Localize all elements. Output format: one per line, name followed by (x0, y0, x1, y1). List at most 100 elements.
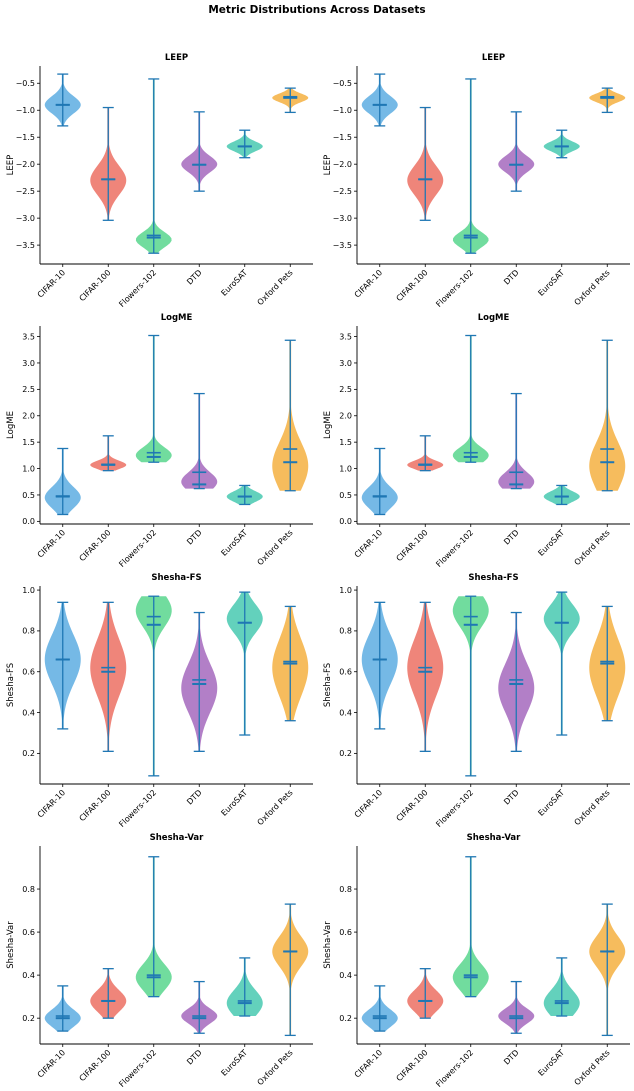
y-axis-label: LogME (323, 411, 333, 439)
x-tick-label: CIFAR-10 (36, 268, 68, 300)
x-tick-label: Oxford Pets (573, 788, 612, 827)
chart-title: Shesha-Var (467, 833, 522, 843)
y-axis-label: Shesha-FS (323, 663, 333, 707)
x-tick-label: DTD (502, 528, 521, 547)
y-tick-label: 1.0 (22, 464, 35, 473)
y-axis-label: Shesha-Var (6, 921, 16, 969)
x-tick-label: DTD (185, 268, 204, 287)
chart-title: LEEP (165, 53, 188, 63)
x-tick-label: EuroSAT (536, 1048, 566, 1078)
y-tick-label: 2.5 (339, 385, 352, 394)
y-tick-label: 0.8 (339, 885, 352, 894)
chart-panel-shesha-fs-left: Shesha-FS Shesha-FS 0.2 0.4 0.6 0.8 1.0 CIFAR-1… (6, 573, 313, 829)
x-tick-label: Oxford Pets (573, 1048, 612, 1087)
y-tick-label: −0.5 (333, 79, 352, 88)
x-tick-label: CIFAR-10 (36, 788, 68, 820)
x-tick-label: DTD (502, 788, 521, 807)
y-tick-label: 2.0 (22, 412, 35, 421)
x-tick-label: DTD (502, 1048, 521, 1067)
x-tick-label: Flowers-102 (434, 528, 475, 569)
x-tick-label: CIFAR-100 (395, 1048, 430, 1083)
x-tick-label: Flowers-102 (434, 1048, 475, 1089)
x-tick-label: CIFAR-10 (353, 268, 385, 300)
y-tick-label: 0.8 (22, 885, 35, 894)
y-tick-label: 1.0 (339, 464, 352, 473)
y-tick-label: 3.5 (22, 332, 35, 341)
y-tick-label: 0.4 (339, 971, 352, 980)
x-tick-label: Flowers-102 (434, 268, 475, 309)
y-axis-label: Shesha-Var (323, 921, 333, 969)
y-tick-label: −2.0 (16, 160, 35, 169)
x-tick-label: Oxford Pets (573, 268, 612, 307)
x-tick-label: CIFAR-100 (78, 268, 113, 303)
x-tick-label: DTD (185, 528, 204, 547)
x-tick-label: Flowers-102 (117, 268, 158, 309)
chart-title: LEEP (482, 53, 505, 63)
y-tick-label: 2.5 (22, 385, 35, 394)
y-tick-label: 1.0 (22, 586, 35, 595)
y-tick-label: 0.0 (22, 517, 35, 526)
y-tick-label: 0.6 (339, 928, 352, 937)
y-axis-label: LEEP (6, 155, 16, 176)
chart-panel-leep-right: LEEP LEEP −3.5 −3.0 −2.5 −2.0 −1.5 −1.0 −0.5 CIFA… (323, 53, 630, 309)
x-tick-label: EuroSAT (219, 528, 249, 558)
x-tick-label: DTD (185, 1048, 204, 1067)
chart-panel-shesha-fs-right: Shesha-FS Shesha-FS 0.2 0.4 0.6 0.8 1.0 CIFAR-1… (323, 573, 630, 829)
chart-panel-logme-right: LogME LogME 0.0 0.5 1.0 1.5 2.0 2.5 3.0 3.5 CIFAR-… (323, 313, 630, 569)
y-tick-label: 3.0 (22, 359, 35, 368)
y-tick-label: −1.5 (333, 133, 352, 142)
x-tick-label: CIFAR-100 (78, 788, 113, 823)
x-tick-label: CIFAR-100 (395, 268, 430, 303)
x-tick-label: Flowers-102 (117, 528, 158, 569)
x-tick-label: DTD (502, 268, 521, 287)
chart-panel-shesha-var-left: Shesha-Var Shesha-Var 0.2 0.4 0.6 0.8 CIFAR-10… (6, 833, 313, 1089)
x-tick-label: Oxford Pets (256, 528, 295, 567)
chart-panel-leep-left: LEEP LEEP −3.5 −3.0 −2.5 −2.0 −1.5 −1.0 −0.5 CIFA… (6, 53, 313, 309)
y-tick-label: 2.0 (339, 412, 352, 421)
y-tick-label: 0.0 (339, 517, 352, 526)
y-tick-label: 0.2 (22, 749, 35, 758)
x-tick-label: Flowers-102 (434, 788, 475, 829)
y-tick-label: 3.5 (339, 332, 352, 341)
x-tick-label: CIFAR-10 (36, 528, 68, 560)
y-tick-label: 0.6 (339, 668, 352, 677)
x-tick-label: CIFAR-10 (36, 1048, 68, 1080)
chart-title: Shesha-Var (150, 833, 205, 843)
y-tick-label: 0.8 (22, 627, 35, 636)
x-tick-label: EuroSAT (536, 268, 566, 298)
y-axis-label: LEEP (323, 155, 333, 176)
x-tick-label: CIFAR-100 (78, 1048, 113, 1083)
y-tick-label: 0.6 (22, 928, 35, 937)
y-tick-label: −3.0 (16, 214, 35, 223)
y-tick-label: −3.0 (333, 214, 352, 223)
x-tick-label: CIFAR-10 (353, 528, 385, 560)
x-tick-label: EuroSAT (219, 268, 249, 298)
chart-title: LogME (478, 313, 510, 323)
x-tick-label: Flowers-102 (117, 788, 158, 829)
y-tick-label: 0.8 (339, 627, 352, 636)
x-tick-label: CIFAR-10 (353, 788, 385, 820)
chart-title: Shesha-FS (468, 573, 518, 583)
x-tick-label: Oxford Pets (573, 528, 612, 567)
y-tick-label: −1.0 (16, 106, 35, 115)
x-tick-label: CIFAR-100 (395, 528, 430, 563)
y-tick-label: −1.0 (333, 106, 352, 115)
y-tick-label: −2.0 (333, 160, 352, 169)
y-tick-label: 1.0 (339, 586, 352, 595)
x-tick-label: Flowers-102 (117, 1048, 158, 1089)
x-tick-label: EuroSAT (219, 788, 249, 818)
y-tick-label: 0.4 (339, 708, 352, 717)
y-tick-label: −3.5 (333, 241, 352, 250)
y-tick-label: 0.5 (339, 491, 352, 500)
x-tick-label: Oxford Pets (256, 788, 295, 827)
x-tick-label: EuroSAT (219, 1048, 249, 1078)
y-tick-label: 0.4 (22, 708, 35, 717)
y-tick-label: −3.5 (16, 241, 35, 250)
y-tick-label: 0.2 (22, 1014, 35, 1023)
y-tick-label: 1.5 (339, 438, 352, 447)
y-tick-label: −2.5 (16, 187, 35, 196)
chart-title: LogME (161, 313, 193, 323)
chart-panel-shesha-var-right: Shesha-Var Shesha-Var 0.2 0.4 0.6 0.8 CIFAR-10… (323, 833, 630, 1089)
x-tick-label: CIFAR-100 (78, 528, 113, 563)
